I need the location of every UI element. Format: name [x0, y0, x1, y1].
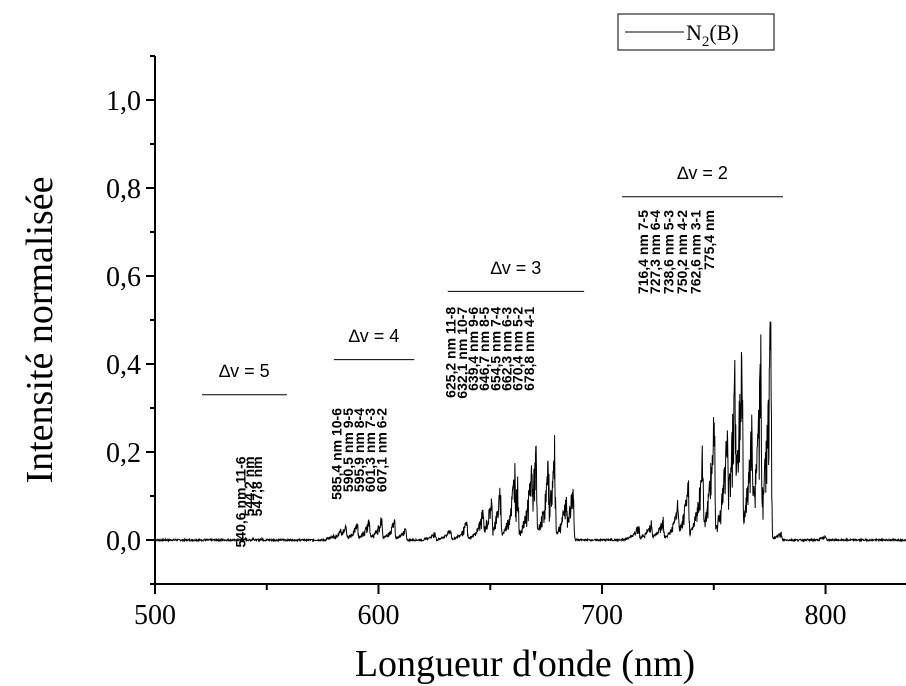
band-line-label: 678,8 nm 4-1	[521, 307, 537, 391]
band-line-label: 595,9 nm 8-4	[351, 408, 367, 492]
legend: N2(B)	[617, 13, 775, 51]
band-group-label: ∆v = 3	[491, 258, 542, 278]
band-line-label: 762,6 nm 3-1	[687, 210, 703, 294]
band-line-label: 540,6 nm 11-6	[233, 456, 249, 547]
band-line-label: 654,5 nm 7-4	[487, 307, 503, 391]
band-group-label: ∆v = 5	[219, 361, 270, 381]
band-line-label: 727,3 nm 6-4	[647, 210, 663, 294]
spectrum-series-n2b	[154, 321, 906, 543]
band-line-label: 639,4 nm 9-6	[465, 307, 481, 391]
y-axis-ticks: 0,0 0,2 0,4 0,6 0,8 1,0	[106, 55, 155, 585]
legend-label-sub: 2	[702, 34, 710, 50]
band-line-label: 601,3 nm 7-3	[362, 408, 378, 492]
band-line-label: 716,4 nm 7-5	[635, 210, 651, 294]
band-line-label: 750,2 nm 4-2	[674, 210, 690, 294]
legend-label-main: N	[686, 20, 702, 45]
x-axis-ticks: 500 600 700 800	[134, 584, 847, 631]
band-group-label: ∆v = 4	[349, 326, 400, 346]
band-line-label: 607,1 nm 6-2	[373, 408, 389, 492]
y-tick-label: 0,2	[106, 438, 141, 469]
band-line-label: 632,1 nm 10-7	[454, 307, 470, 399]
x-tick-label: 500	[134, 600, 176, 631]
band-line-label: 662,3 nm 6-3	[499, 307, 515, 391]
y-axis-title: Intensité normalisée	[19, 176, 61, 483]
y-tick-label: 0,6	[106, 262, 141, 293]
band-line-label: 738,6 nm 5-3	[661, 210, 677, 294]
legend-label: N2(B)	[686, 20, 739, 50]
y-tick-label: 0,0	[106, 526, 141, 557]
band-line-label: 775,4 nm	[701, 210, 717, 270]
x-tick-label: 600	[358, 600, 400, 631]
band-line-label: 547,8 nm	[249, 456, 265, 516]
y-tick-label: 0,8	[106, 174, 141, 205]
x-axis-title: Longueur d'onde (nm)	[355, 643, 695, 685]
legend-label-tail: (B)	[709, 20, 738, 45]
band-line-label: 544,2 nm	[241, 456, 257, 516]
band-line-label: 670,4 nm 5-2	[510, 307, 526, 391]
band-line-label: 646,7 nm 8-5	[476, 307, 492, 391]
band-line-label: 590,5 nm 9-5	[340, 408, 356, 492]
band-group-label: ∆v = 2	[677, 163, 728, 183]
x-tick-label: 800	[805, 600, 847, 631]
x-tick-label: 700	[581, 600, 623, 631]
y-tick-label: 0,4	[106, 350, 141, 381]
y-tick-label: 1,0	[106, 86, 141, 117]
band-line-label: 625,2 nm 11-8	[443, 307, 459, 398]
band-line-label: 585,4 nm 10-6	[329, 408, 345, 500]
